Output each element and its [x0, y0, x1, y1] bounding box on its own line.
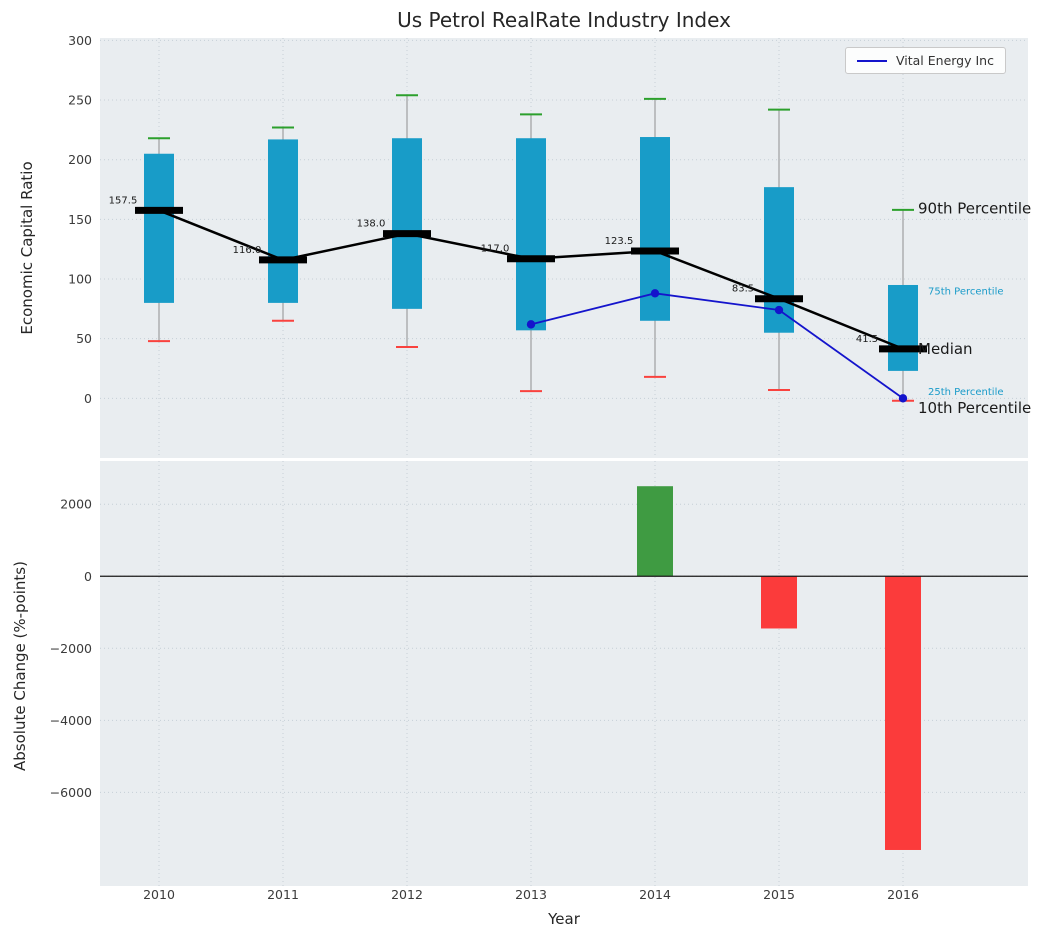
company-line	[530, 292, 904, 400]
median-label: 138.0	[357, 219, 386, 230]
company-point-2016	[898, 394, 908, 403]
annotation-median: Median	[918, 340, 973, 358]
bar-2015	[761, 576, 797, 629]
boxplot-2010	[144, 137, 174, 343]
median-label: 157.5	[109, 195, 138, 206]
ylabel-economic-capital-ratio: Economic Capital Ratio	[18, 161, 36, 335]
median-label: 83.5	[732, 284, 754, 295]
x-tick-label: 2014	[639, 887, 671, 902]
x-tick-label: 2012	[391, 887, 423, 902]
boxplots	[144, 94, 918, 402]
y-tick-label-top: 50	[76, 331, 92, 346]
y-tick-label-bottom: −4000	[50, 713, 92, 728]
y-tick-label-top: 150	[68, 212, 92, 227]
x-tick-label: 2013	[515, 887, 547, 902]
boxplot-2011	[268, 126, 298, 322]
bar-2014	[637, 486, 673, 577]
y-tick-label-bottom: −6000	[50, 785, 92, 800]
median-label: 123.5	[605, 236, 634, 247]
iqr-box	[392, 138, 422, 309]
y-tick-label-top: 0	[84, 391, 92, 406]
annotation-90th-percentile: 90th Percentile	[918, 200, 1031, 218]
x-tick-label: 2010	[143, 887, 175, 902]
chart-title: Us Petrol RealRate Industry Index	[397, 8, 731, 32]
boxplot-2016	[888, 208, 918, 402]
axes-bottom-bg	[100, 461, 1028, 886]
legend-line-sample	[857, 59, 887, 62]
ylabel-absolute-change: Absolute Change (%-points)	[11, 561, 29, 771]
y-tick-label-top: 300	[68, 33, 92, 48]
bar-2016	[885, 576, 921, 850]
legend: Vital Energy Inc	[845, 47, 1006, 74]
y-tick-label-bottom: 0	[84, 569, 92, 584]
iqr-box	[268, 139, 298, 303]
median-label: 116.0	[233, 245, 262, 256]
annotation-25th-percentile: 25th Percentile	[928, 387, 1004, 398]
company-point-2014	[650, 289, 660, 298]
company-series	[526, 289, 908, 403]
xlabel-year: Year	[548, 910, 580, 928]
iqr-box	[144, 153, 174, 303]
legend-label: Vital Energy Inc	[896, 53, 994, 68]
x-tick-label: 2011	[267, 887, 299, 902]
boxplot-2013	[516, 113, 546, 393]
boxplot-2012	[392, 94, 422, 349]
iqr-box	[516, 138, 546, 331]
median-label: 41.5	[856, 334, 878, 345]
y-tick-label-bottom: −2000	[50, 641, 92, 656]
x-tick-label: 2016	[887, 887, 919, 902]
y-tick-label-top: 250	[68, 93, 92, 108]
median-label: 117.0	[481, 244, 510, 255]
y-tick-label-top: 200	[68, 152, 92, 167]
company-point-2013	[526, 320, 536, 329]
y-tick-label-top: 100	[68, 272, 92, 287]
company-point-2015	[774, 305, 784, 315]
y-tick-label-bottom: 2000	[60, 497, 92, 512]
annotation-10th-percentile: 10th Percentile	[918, 399, 1031, 417]
x-tick-label: 2015	[763, 887, 795, 902]
iqr-box	[888, 284, 918, 371]
annotation-75th-percentile: 75th Percentile	[928, 287, 1004, 298]
